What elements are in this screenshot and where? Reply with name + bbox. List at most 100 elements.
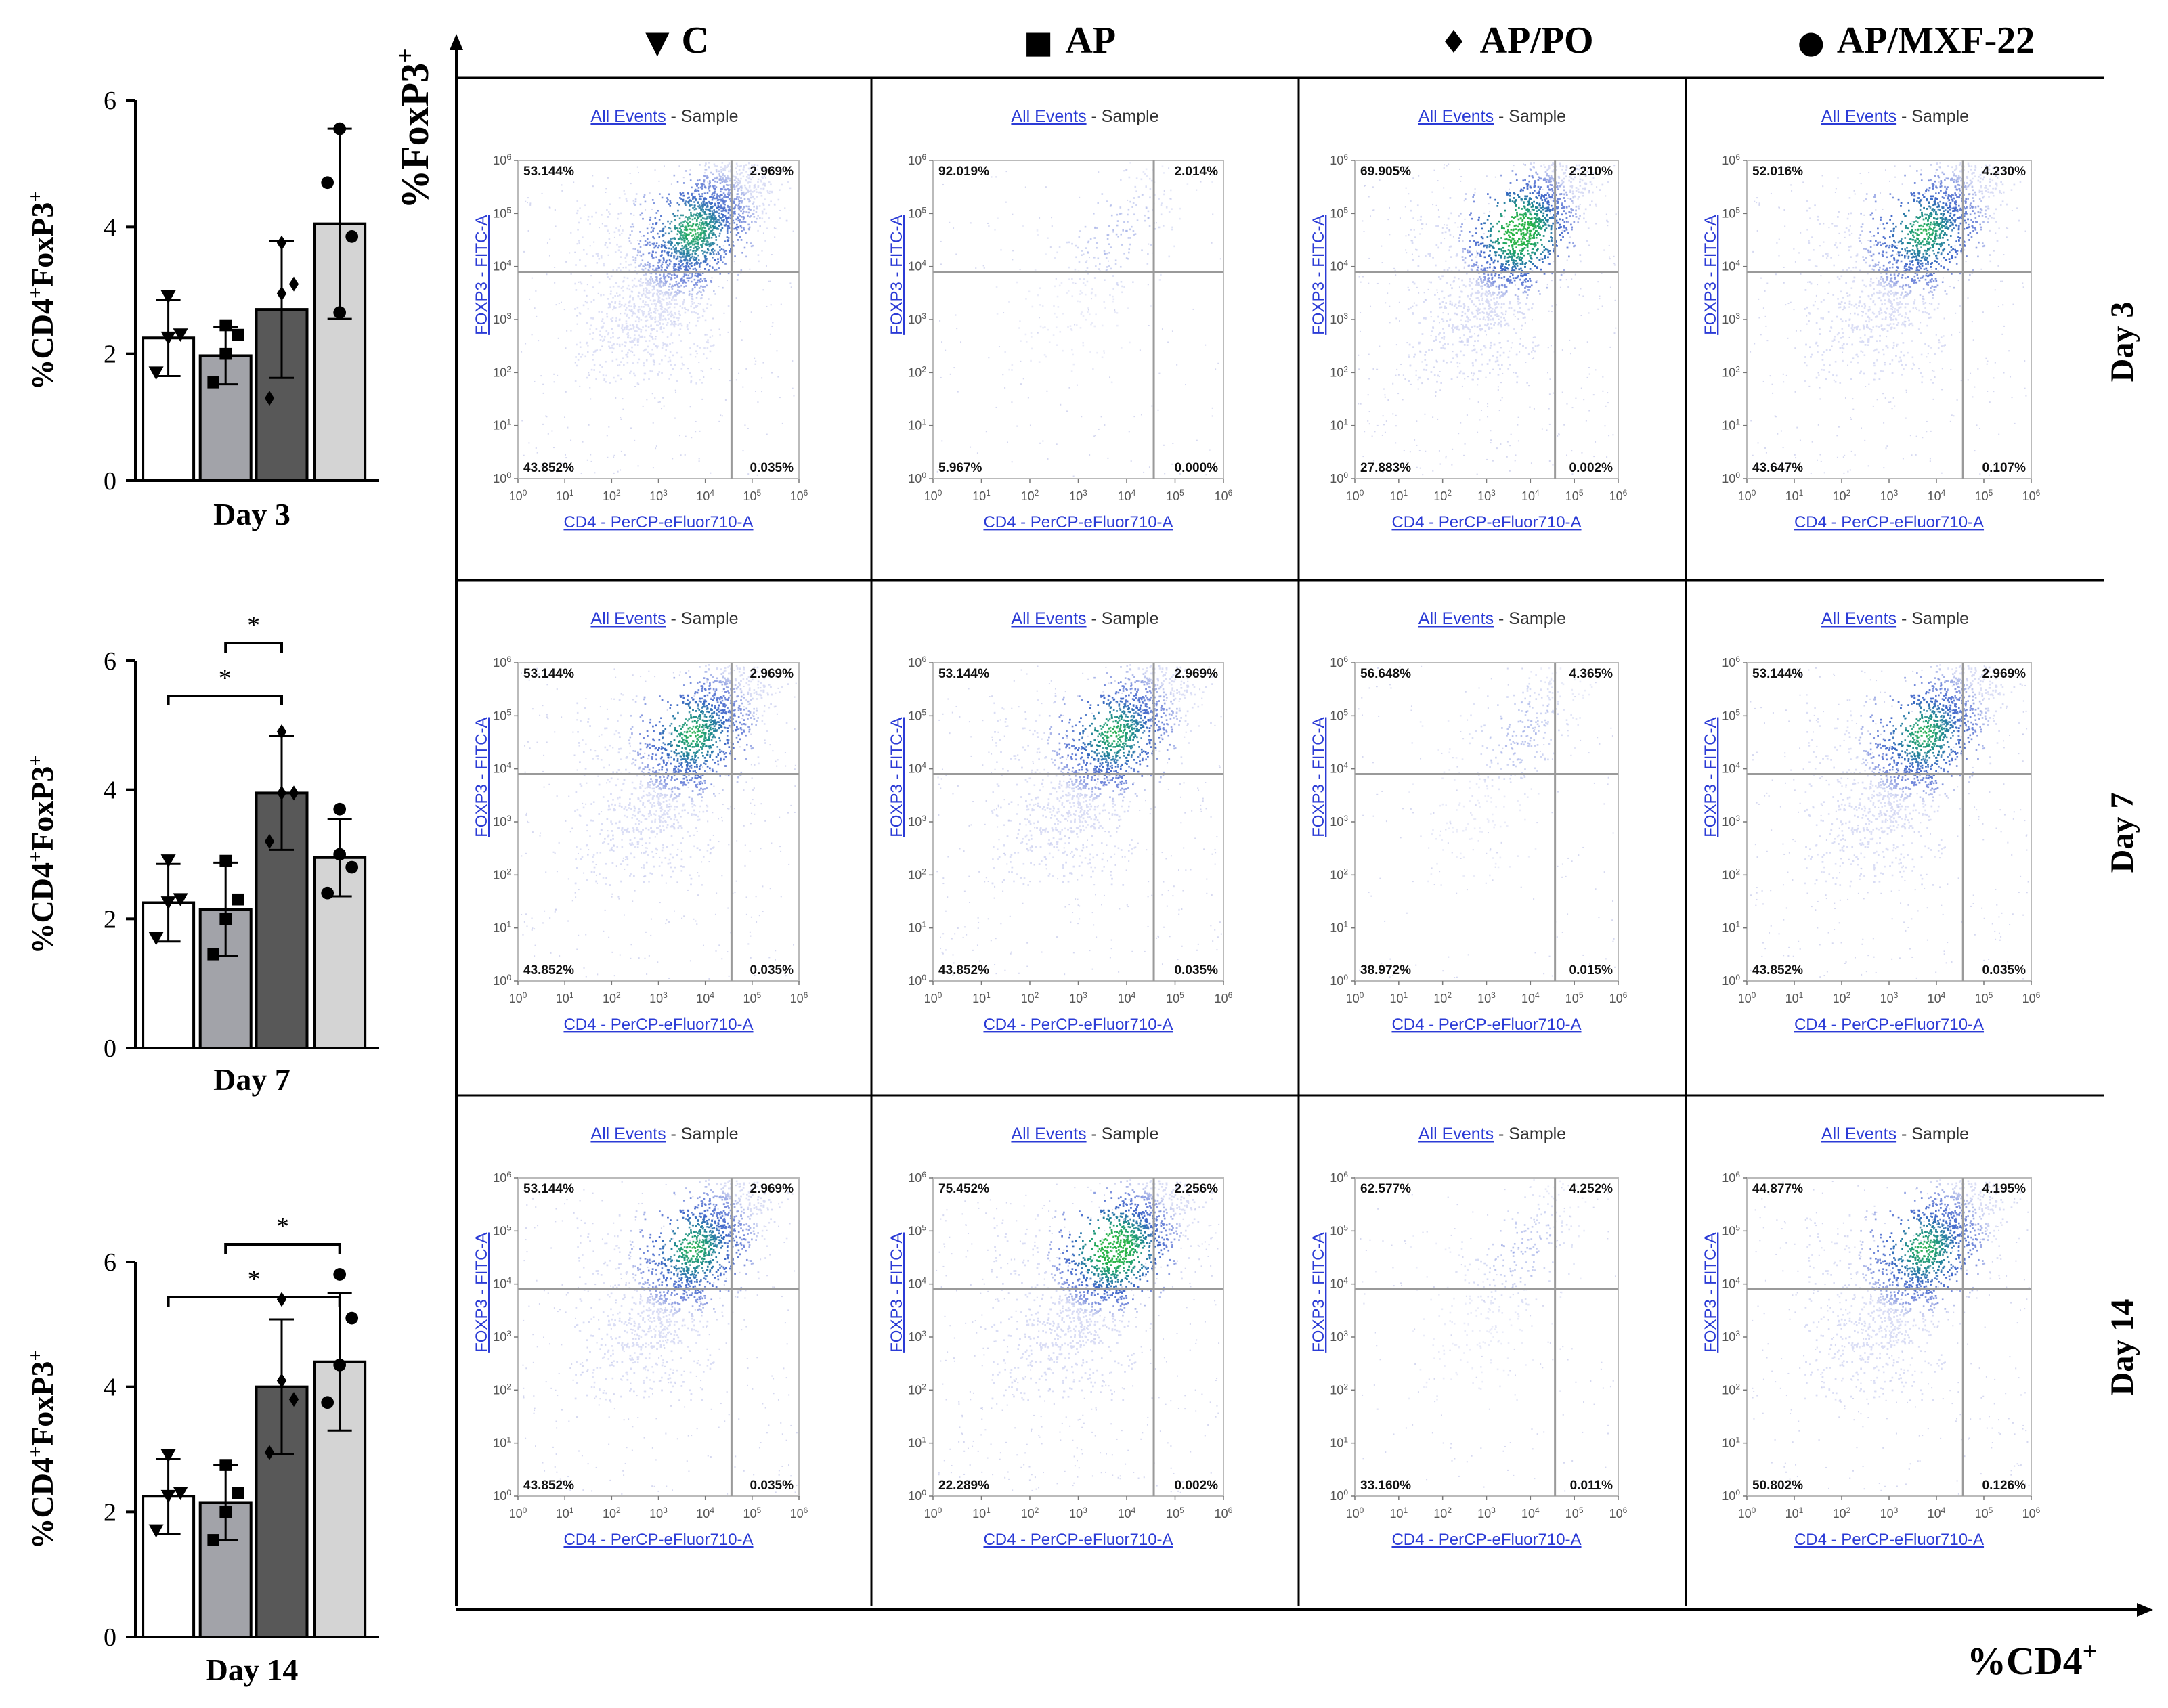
dot — [677, 215, 679, 217]
dot — [621, 350, 623, 352]
dot — [638, 359, 640, 361]
dot — [706, 209, 708, 211]
dot — [591, 369, 593, 371]
dot — [741, 194, 743, 196]
dot — [708, 342, 710, 344]
dot — [601, 311, 603, 313]
y-tick-exp: 2 — [506, 364, 511, 374]
y-tick-label: 2 — [104, 1498, 116, 1527]
data-point — [333, 803, 346, 816]
dot — [651, 227, 653, 229]
dot — [596, 262, 598, 264]
column-header-ap-po: ♦AP/PO — [1439, 20, 1593, 62]
dot — [631, 315, 633, 317]
dot — [737, 188, 739, 190]
x-axis-title-sup: + — [2083, 1638, 2098, 1666]
dot — [716, 169, 718, 171]
dot — [695, 350, 697, 352]
dot — [699, 179, 701, 181]
dot — [742, 209, 744, 211]
dot — [691, 294, 693, 296]
data-point — [232, 894, 244, 906]
dot — [635, 201, 637, 203]
dot — [693, 311, 695, 313]
dot — [645, 268, 647, 270]
dot — [657, 289, 659, 291]
dot — [706, 334, 708, 336]
dot — [652, 243, 654, 245]
x-tick-label: 100 — [509, 488, 527, 503]
dot — [629, 309, 631, 311]
dot — [651, 336, 653, 338]
dot — [586, 253, 588, 255]
dot — [667, 242, 669, 244]
dot — [630, 328, 632, 330]
y-axis-title: %FoxP3+ — [391, 48, 437, 209]
dot — [756, 196, 758, 198]
y-tick-label: 2 — [104, 341, 116, 369]
dot — [671, 299, 673, 301]
dot — [741, 239, 743, 241]
data-point — [161, 1449, 176, 1463]
dot — [678, 334, 680, 336]
dot — [632, 223, 634, 225]
x-axis-title-text: %CD4 — [1967, 1639, 2083, 1683]
bar-chart-day-7: 0246%CD4+FoxP3+**Day 7 — [24, 611, 380, 1097]
dot — [640, 281, 642, 283]
data-point — [333, 1359, 346, 1372]
y-tick-label: 0 — [104, 467, 116, 496]
dot — [591, 216, 593, 218]
dot — [743, 211, 745, 213]
dot — [683, 250, 685, 253]
dot — [670, 351, 672, 353]
data-point — [345, 1312, 358, 1325]
dot — [648, 290, 650, 292]
dot — [626, 288, 628, 290]
dot — [668, 294, 670, 297]
data-point — [161, 290, 176, 304]
dot — [680, 285, 682, 287]
dot — [674, 274, 676, 276]
dot — [668, 194, 670, 196]
y-tick-label: 6 — [104, 647, 116, 676]
dot — [699, 281, 701, 283]
dot — [638, 317, 641, 320]
dot — [668, 378, 670, 380]
dot — [576, 213, 578, 215]
dot — [689, 205, 691, 207]
dot — [686, 221, 688, 223]
dot — [652, 338, 654, 340]
dot — [689, 246, 691, 248]
dot — [641, 306, 643, 308]
dot — [689, 209, 691, 211]
dot — [584, 290, 586, 292]
dot — [710, 329, 712, 331]
data-point — [219, 913, 232, 925]
dot — [695, 312, 697, 314]
dot — [691, 281, 693, 283]
dot — [703, 347, 706, 349]
dot — [643, 311, 645, 313]
dot — [676, 281, 678, 283]
dot — [638, 292, 641, 294]
dot — [652, 229, 654, 232]
dot — [609, 213, 611, 215]
dot — [752, 191, 754, 193]
dot — [649, 278, 651, 280]
dot — [645, 294, 647, 297]
dot — [592, 338, 594, 340]
dot — [606, 273, 608, 275]
dot — [634, 313, 636, 315]
dot — [612, 360, 614, 362]
dot — [706, 307, 708, 309]
dot — [674, 219, 676, 221]
dot — [690, 249, 692, 251]
dot — [611, 345, 613, 347]
dot — [674, 299, 676, 301]
dot — [714, 226, 716, 228]
x-tick-base: 10 — [743, 489, 756, 503]
dot — [636, 255, 638, 257]
dot — [690, 382, 692, 384]
dot — [716, 171, 718, 173]
dot — [718, 253, 720, 255]
